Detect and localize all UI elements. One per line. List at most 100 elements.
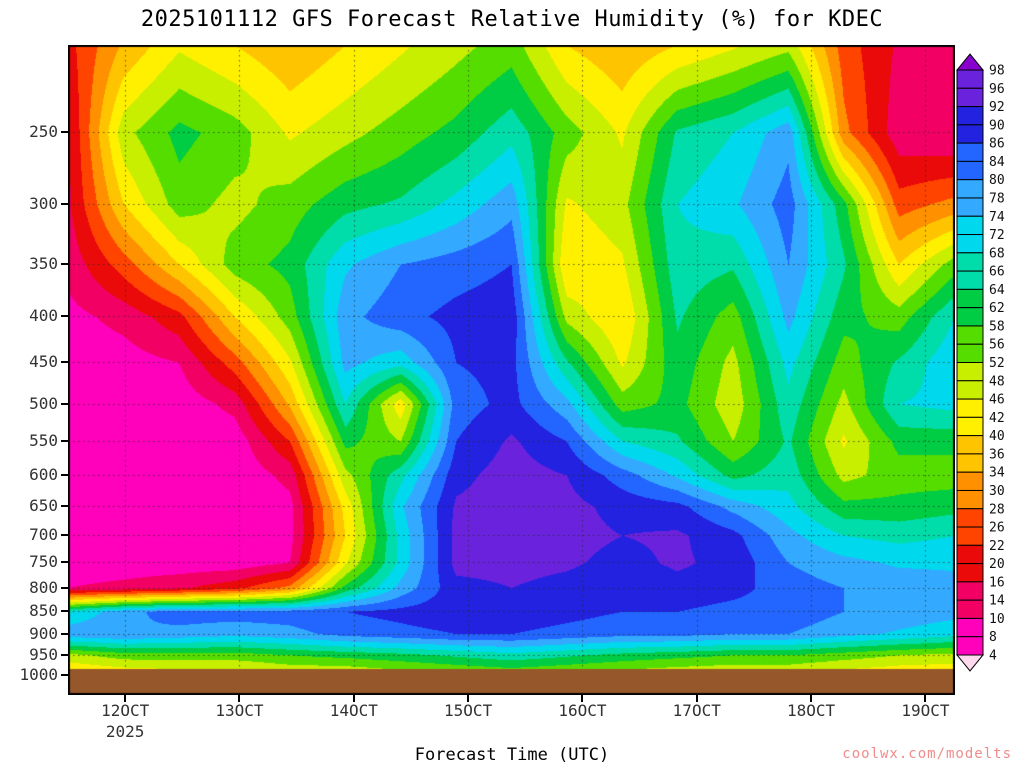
y-tick-mark: [61, 439, 68, 442]
colorbar-segment: [956, 252, 984, 272]
colorbar-arrow-bottom: [955, 654, 985, 672]
colorbar-tick-label: 62: [989, 301, 1005, 316]
y-tick-label-700: 700: [29, 525, 58, 545]
colorbar-tick-label: 58: [989, 319, 1005, 334]
x-tick-mark: [695, 695, 698, 702]
colorbar-tick-label: 42: [989, 411, 1005, 426]
colorbar-segment: [956, 288, 984, 309]
colorbar-tick-label: 86: [989, 137, 1005, 152]
y-tick-mark: [61, 610, 68, 613]
colorbar-segment: [956, 489, 984, 510]
colorbar-segment: [956, 544, 984, 565]
colorbar-tick-label: 68: [989, 246, 1005, 261]
colorbar-segment: [956, 270, 984, 290]
colorbar-tick-label: 20: [989, 557, 1005, 572]
colorbar-svg: 9896929086848078747268666462585652484642…: [955, 53, 1005, 672]
watermark-link[interactable]: coolwx.com/modelts: [842, 746, 1012, 762]
colorbar-tick-label: 28: [989, 502, 1005, 517]
colorbar-segment: [956, 343, 984, 363]
y-tick-label-250: 250: [29, 122, 58, 142]
colorbar-tick-label: 30: [989, 484, 1005, 499]
y-tick-mark: [61, 561, 68, 564]
colorbar-segment: [956, 362, 984, 382]
x-tick-label-14OCT: 14OCT: [329, 701, 378, 720]
colorbar-tick-label: 34: [989, 466, 1005, 481]
colorbar-tick-label: 36: [989, 447, 1005, 462]
colorbar-tick-label: 26: [989, 521, 1005, 536]
colorbar-segment: [956, 526, 984, 546]
y-tick-mark: [61, 263, 68, 266]
colorbar-segment: [956, 617, 984, 638]
y-tick-mark: [61, 402, 68, 405]
x-axis-title: Forecast Time (UTC): [414, 745, 610, 765]
x-tick-mark: [467, 695, 470, 702]
y-tick-label-350: 350: [29, 254, 58, 274]
x-tick-label-17OCT: 17OCT: [672, 701, 721, 720]
y-tick-label-750: 750: [29, 552, 58, 572]
y-tick-label-850: 850: [29, 601, 58, 621]
chart-title: 2025101112 GFS Forecast Relative Humidit…: [140, 7, 884, 32]
colorbar-segment: [956, 179, 984, 199]
x-tick-mark: [352, 695, 355, 702]
colorbar-segment: [956, 234, 984, 254]
y-tick-mark: [61, 534, 68, 537]
colorbar-segment: [956, 124, 984, 144]
colorbar-tick-label: 84: [989, 155, 1005, 170]
y-tick-label-800: 800: [29, 577, 58, 597]
colorbar-tick-label: 16: [989, 575, 1005, 590]
colorbar-tick-label: 40: [989, 429, 1005, 444]
y-tick-mark: [61, 315, 68, 318]
colorbar-tick-label: 66: [989, 265, 1005, 280]
colorbar-arrow-top: [955, 53, 985, 71]
colorbar-segment: [956, 160, 984, 181]
colorbar-tick-label: 4: [989, 649, 997, 664]
colorbar-tick-label: 48: [989, 374, 1005, 389]
colorbar-segment: [956, 453, 984, 473]
colorbar-segment: [956, 197, 984, 217]
x-tick-mark: [810, 695, 813, 702]
y-tick-mark: [61, 673, 68, 676]
colorbar-segment: [956, 325, 984, 345]
x-tick-label-19OCT: 19OCT: [901, 701, 950, 720]
colorbar-tick-label: 46: [989, 393, 1005, 408]
x-tick-mark: [924, 695, 927, 702]
colorbar-tick-label: 90: [989, 118, 1005, 133]
rh-heatmap-canvas: [68, 45, 955, 695]
y-tick-label-900: 900: [29, 623, 58, 643]
colorbar-tick-label: 74: [989, 210, 1005, 225]
x-tick-label-16OCT: 16OCT: [558, 701, 607, 720]
y-tick-mark: [61, 131, 68, 134]
y-tick-label-450: 450: [29, 352, 58, 372]
colorbar-tick-label: 14: [989, 594, 1005, 609]
x-tick-label-15OCT: 15OCT: [444, 701, 493, 720]
colorbar-segment: [956, 581, 984, 601]
colorbar-segment: [956, 508, 984, 528]
colorbar-segment: [956, 106, 984, 126]
x-tick-label-13OCT: 13OCT: [215, 701, 264, 720]
colorbar-tick-label: 52: [989, 356, 1005, 371]
colorbar-tick-label: 56: [989, 338, 1005, 353]
colorbar-tick-label: 10: [989, 612, 1005, 627]
colorbar-segment: [956, 398, 984, 418]
y-tick-label-650: 650: [29, 496, 58, 516]
y-tick-mark: [61, 473, 68, 476]
y-tick-label-1000: 1000: [19, 664, 58, 684]
colorbar-tick-label: 22: [989, 539, 1005, 554]
colorbar-segment: [956, 87, 984, 108]
colorbar-segment: [956, 416, 984, 437]
colorbar-segment: [956, 471, 984, 491]
colorbar-tick-label: 96: [989, 82, 1005, 97]
y-tick-mark: [61, 586, 68, 589]
colorbar-tick-label: 78: [989, 191, 1005, 206]
y-tick-label-600: 600: [29, 464, 58, 484]
x-tick-mark: [124, 695, 127, 702]
x-tick-mark: [238, 695, 241, 702]
colorbar-segment: [956, 563, 984, 583]
colorbar-tick-label: 92: [989, 100, 1005, 115]
y-tick-label-300: 300: [29, 193, 58, 213]
x-year-label: 2025: [105, 722, 145, 741]
colorbar-tick-label: 8: [989, 630, 997, 645]
y-tick-mark: [61, 632, 68, 635]
colorbar-segment: [956, 435, 984, 455]
